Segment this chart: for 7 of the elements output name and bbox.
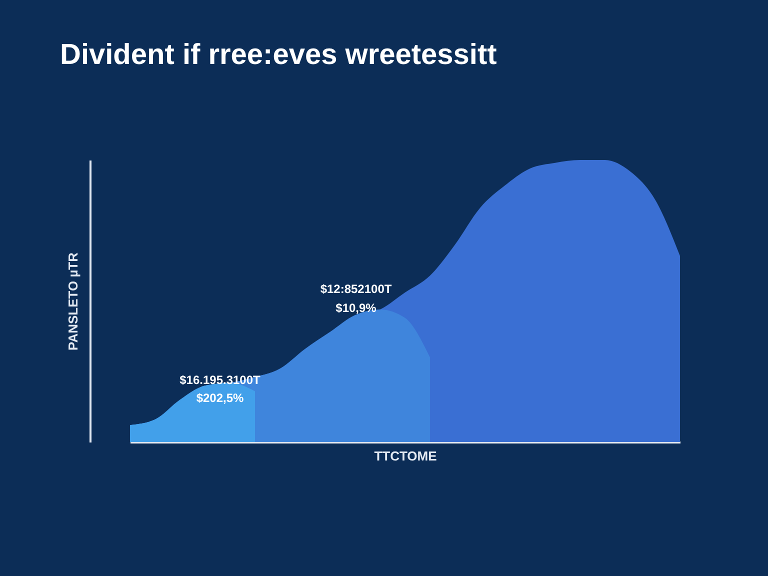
chart-title: Divident if rree:eves wreetessitt bbox=[60, 39, 498, 71]
annotation: $16.195.3100T bbox=[180, 373, 262, 387]
annotation: $202,5% bbox=[196, 391, 244, 405]
y-axis-title: PANSLETO µTR bbox=[66, 252, 80, 351]
annotation: $10,9% bbox=[336, 301, 377, 315]
annotation: $12:852100T bbox=[320, 282, 392, 296]
x-axis-title: TTCTOME bbox=[374, 448, 438, 464]
